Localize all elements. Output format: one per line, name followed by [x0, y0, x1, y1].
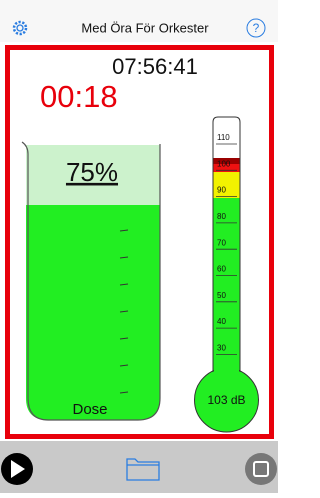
- play-button[interactable]: [1, 453, 33, 485]
- app-title: Med Öra För Orkester: [81, 20, 209, 35]
- scale-label: 30: [217, 344, 226, 353]
- bottom-toolbar: [0, 441, 278, 493]
- scale-label: 50: [217, 291, 226, 300]
- scale-label: 100: [217, 159, 231, 168]
- app-screen: Med Öra För Orkester ? 07:56:41 00:18 75…: [0, 0, 278, 493]
- beaker-fill: [26, 205, 160, 420]
- scale-label: 70: [217, 238, 226, 247]
- elapsed-time: 00:18: [40, 79, 118, 114]
- bulb-neck: [214, 360, 239, 376]
- scale-label: 60: [217, 265, 226, 274]
- dose-beaker: 75% Dose: [22, 142, 160, 420]
- help-label: ?: [253, 21, 260, 35]
- scale-label: 40: [217, 317, 226, 326]
- dose-label: Dose: [72, 401, 107, 418]
- clock: 07:56:41: [112, 54, 198, 79]
- scale-label: 110: [217, 133, 230, 142]
- scale-label: 80: [217, 212, 226, 221]
- level-reading: 103 dB: [207, 393, 245, 407]
- stop-circle: [245, 453, 277, 485]
- stop-button[interactable]: [245, 453, 277, 485]
- dose-percent: 75%: [66, 157, 118, 187]
- scale-label: 90: [217, 186, 226, 195]
